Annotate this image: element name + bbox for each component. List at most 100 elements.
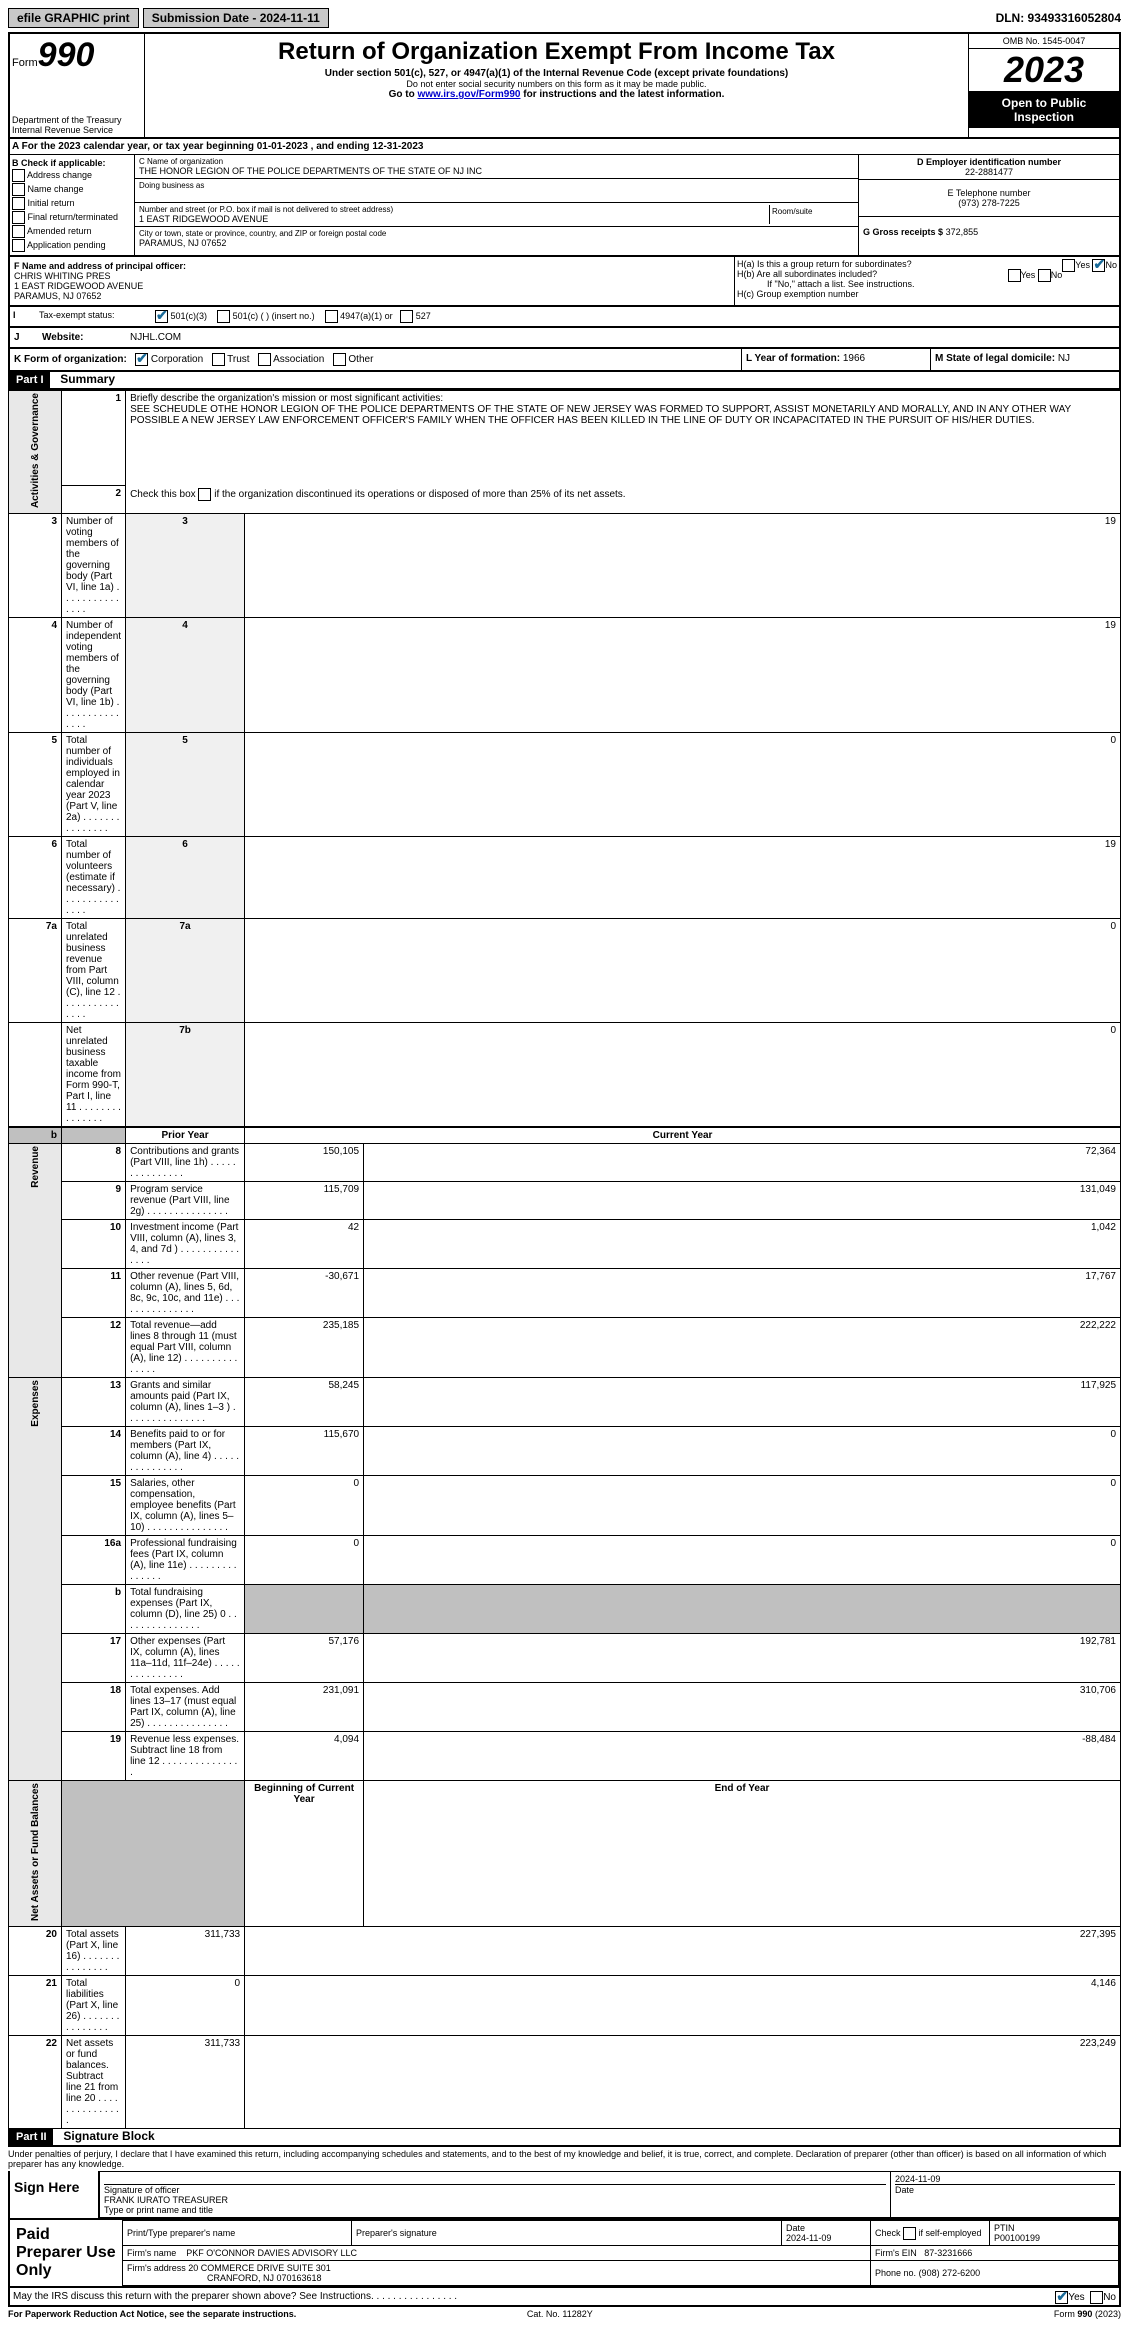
- discuss-row: May the IRS discuss this return with the…: [8, 2288, 1121, 2307]
- f-label: F Name and address of principal officer:: [14, 261, 186, 271]
- hc-label: H(c) Group exemption number: [737, 289, 1117, 299]
- phone-value: (908) 272-6200: [919, 2268, 981, 2278]
- chk-discontinued[interactable]: [198, 488, 211, 501]
- ptin-value: P00100199: [994, 2233, 1040, 2243]
- chk-trust[interactable]: [212, 353, 225, 366]
- paid-preparer-label: Paid Preparer Use Only: [10, 2220, 122, 2286]
- hdr-prior: Prior Year: [126, 1127, 245, 1144]
- opt-501c: 501(c) ( ) (insert no.): [233, 311, 315, 321]
- opt-app-pending: Application pending: [27, 240, 106, 250]
- omb-number: OMB No. 1545-0047: [969, 34, 1119, 49]
- check-self-suffix: if self-employed: [916, 2227, 982, 2237]
- m-value: NJ: [1058, 353, 1070, 364]
- firm-ein: 87-3231666: [924, 2248, 972, 2258]
- chk-self-employed[interactable]: [903, 2227, 916, 2240]
- chk-amended[interactable]: [12, 225, 25, 238]
- opt-amended: Amended return: [27, 226, 92, 236]
- efile-print-button[interactable]: efile GRAPHIC print: [8, 8, 139, 28]
- opt-assoc: Association: [273, 354, 324, 365]
- section-a: A For the 2023 calendar year, or tax yea…: [8, 139, 1121, 155]
- chk-ha-yes[interactable]: [1062, 259, 1075, 272]
- gross-label: G Gross receipts $: [863, 227, 943, 237]
- ptin-label: PTIN: [994, 2223, 1015, 2233]
- sig-type-label: Type or print name and title: [104, 2205, 213, 2215]
- part2-header: Part II: [10, 2129, 53, 2145]
- org-address: 1 EAST RIDGEWOOD AVENUE: [139, 214, 769, 224]
- dept-label: Department of the Treasury: [12, 115, 142, 125]
- opt-final-return: Final return/terminated: [28, 212, 119, 222]
- form-990-footer: 990: [1077, 2309, 1092, 2319]
- q2-text: Check this box: [130, 489, 198, 500]
- form-header: Form990 Department of the Treasury Inter…: [8, 32, 1121, 139]
- irs-label: Internal Revenue Service: [12, 125, 142, 135]
- c-name-label: C Name of organization: [139, 157, 854, 166]
- chk-address-change[interactable]: [12, 169, 25, 182]
- chk-501c3[interactable]: [155, 310, 168, 323]
- chk-hb-no[interactable]: [1038, 269, 1051, 282]
- dba-label: Doing business as: [139, 181, 854, 190]
- chk-ha-no[interactable]: [1092, 259, 1105, 272]
- form-year-footer: (2023): [1092, 2309, 1121, 2319]
- tel-label: E Telephone number: [863, 188, 1115, 198]
- row-i: I Tax-exempt status: 501(c)(3) 501(c) ( …: [8, 307, 1121, 328]
- chk-501c[interactable]: [217, 310, 230, 323]
- hdr-curr: Current Year: [245, 1127, 1121, 1144]
- irs-link[interactable]: www.irs.gov/Form990: [417, 89, 520, 100]
- phone-label: Phone no.: [875, 2268, 916, 2278]
- top-bar: efile GRAPHIC print Submission Date - 20…: [8, 8, 1121, 28]
- signature-block: Sign Here Signature of officer FRANK IUR…: [8, 2171, 1121, 2220]
- opt-name-change: Name change: [28, 184, 84, 194]
- form-prefix: Form: [12, 57, 38, 69]
- ha-label: H(a) Is this a group return for subordin…: [737, 259, 912, 269]
- discuss-text: May the IRS discuss this return with the…: [13, 2291, 457, 2302]
- prep-name-label: Print/Type preparer's name: [127, 2228, 235, 2238]
- chk-discuss-yes[interactable]: [1055, 2291, 1068, 2304]
- b-label: B Check if applicable:: [12, 158, 106, 168]
- chk-4947[interactable]: [325, 310, 338, 323]
- block-fh: F Name and address of principal officer:…: [8, 257, 1121, 307]
- chk-name-change[interactable]: [12, 183, 25, 196]
- tax-exempt-label: Tax-exempt status:: [36, 307, 152, 326]
- opt-address-change: Address change: [27, 170, 92, 180]
- chk-527[interactable]: [400, 310, 413, 323]
- chk-initial-return[interactable]: [12, 197, 25, 210]
- m-label: M State of legal domicile:: [935, 353, 1055, 364]
- open-public-badge: Open to Public Inspection: [969, 92, 1119, 128]
- org-city: PARAMUS, NJ 07652: [139, 238, 854, 248]
- chk-hb-yes[interactable]: [1008, 269, 1021, 282]
- firm-addr-label: Firm's address: [127, 2263, 186, 2273]
- opt-501c3: 501(c)(3): [171, 311, 208, 321]
- chk-other[interactable]: [333, 353, 346, 366]
- chk-corp[interactable]: [135, 353, 148, 366]
- submission-date-button[interactable]: Submission Date - 2024-11-11: [143, 8, 329, 28]
- chk-app-pending[interactable]: [12, 239, 25, 252]
- side-governance: Activities & Governance: [30, 393, 41, 508]
- footer: For Paperwork Reduction Act Notice, see …: [8, 2307, 1121, 2321]
- website-label: Website:: [42, 332, 84, 343]
- chk-discuss-no[interactable]: [1090, 2291, 1103, 2304]
- sig-date-label: Date: [895, 2185, 914, 2195]
- chk-final-return[interactable]: [12, 211, 25, 224]
- mission-text: SEE SCHEUDLE OTHE HONOR LEGION OF THE PO…: [130, 404, 1071, 426]
- firm-city: CRANFORD, NJ 070163618: [127, 2273, 322, 2283]
- prep-date: 2024-11-09: [786, 2233, 831, 2243]
- section-a-text: A For the 2023 calendar year, or tax yea…: [12, 141, 423, 152]
- cat-number: Cat. No. 11282Y: [527, 2309, 593, 2319]
- hdr-end: End of Year: [364, 1781, 1121, 1927]
- sig-officer-name: FRANK IURATO TREASURER: [104, 2195, 228, 2205]
- form-title: Return of Organization Exempt From Incom…: [149, 38, 964, 66]
- opt-corp: Corporation: [151, 354, 203, 365]
- paperwork-notice: For Paperwork Reduction Act Notice, see …: [8, 2309, 296, 2319]
- part1-header: Part I: [10, 372, 50, 388]
- l-value: 1966: [843, 353, 865, 364]
- room-label: Room/suite: [772, 207, 852, 216]
- chk-assoc[interactable]: [258, 353, 271, 366]
- sig-date-value: 2024-11-09: [895, 2174, 940, 2184]
- firm-addr: 20 COMMERCE DRIVE SUITE 301: [188, 2263, 331, 2273]
- officer-city: PARAMUS, NJ 07652: [14, 291, 730, 301]
- website-value: NJHL.COM: [126, 328, 185, 347]
- sig-officer-label: Signature of officer: [104, 2185, 179, 2195]
- part1-title: Summary: [52, 372, 115, 386]
- block-bcd: B Check if applicable: Address change Na…: [8, 155, 1121, 257]
- gross-value: 372,855: [946, 227, 979, 237]
